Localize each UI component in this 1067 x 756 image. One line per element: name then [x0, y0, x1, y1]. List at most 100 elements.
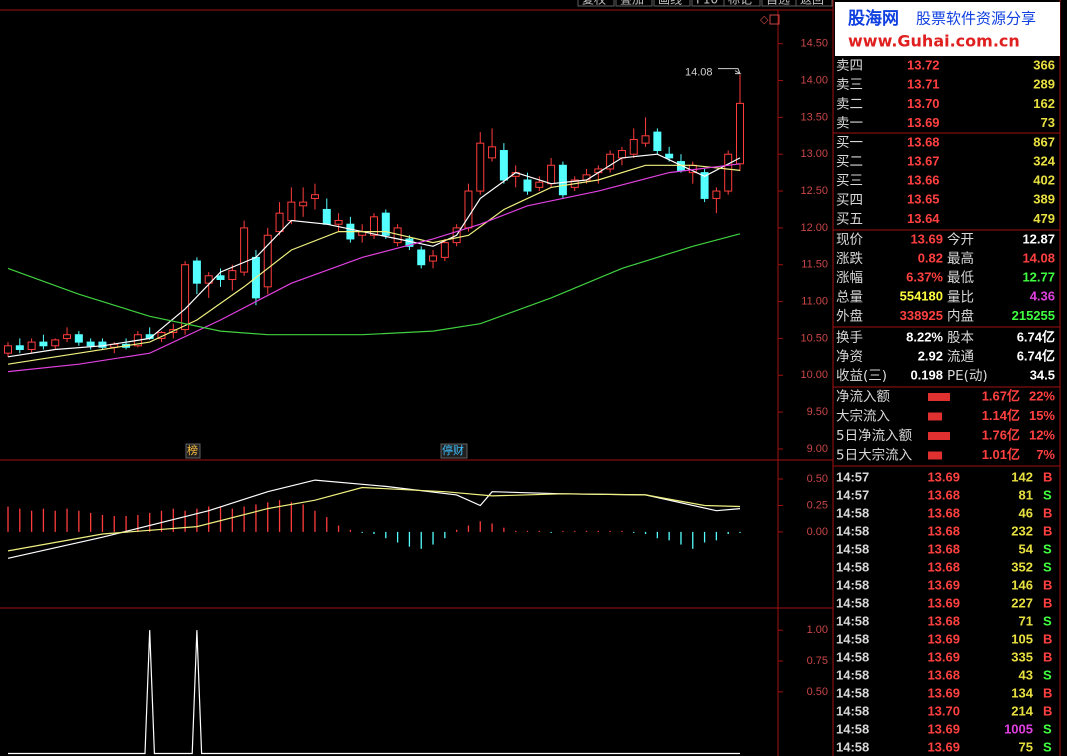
candle-body — [724, 153, 733, 192]
toolbar-button[interactable] — [615, 0, 653, 7]
candle-body — [582, 174, 591, 181]
trade-price: 13.68 — [927, 523, 960, 538]
y-tick-label: 14.50 — [800, 38, 828, 50]
book-label: 卖二 — [836, 96, 863, 112]
candle-body — [299, 201, 308, 207]
toolbar-label[interactable]: 返回 — [800, 0, 824, 7]
quote-value: 12.87 — [1022, 231, 1055, 246]
trade-volume: 214 — [1011, 703, 1033, 718]
event-marker[interactable] — [440, 443, 468, 459]
candle-body — [617, 150, 626, 159]
candle-body — [736, 102, 744, 165]
trade-side: S — [1043, 541, 1052, 556]
icon[interactable]: ◇ — [760, 13, 769, 26]
icon[interactable] — [769, 14, 780, 25]
candle-body — [488, 146, 497, 159]
book-price: 13.64 — [907, 211, 940, 226]
toolbar-button[interactable] — [691, 0, 729, 7]
toolbar-button[interactable] — [761, 0, 799, 7]
candle-body — [204, 275, 213, 284]
trade-price: 13.69 — [927, 631, 960, 646]
y-tick-label: 13.50 — [800, 111, 828, 123]
trade-volume: 227 — [1011, 595, 1033, 610]
trade-price: 13.68 — [927, 667, 960, 682]
candle-body — [334, 220, 343, 225]
y-tick-label: 0.00 — [807, 526, 828, 538]
toolbar-button[interactable] — [577, 0, 615, 7]
quote-label: 今开 — [947, 232, 974, 248]
trade-side: B — [1043, 703, 1052, 718]
quote-label: 净资 — [836, 349, 863, 365]
candle-body — [417, 249, 426, 266]
logo-url: www.Guhai.com.cn — [848, 32, 1020, 51]
trade-volume: 1005 — [1004, 721, 1033, 736]
trade-price: 13.68 — [927, 541, 960, 556]
book-label: 买四 — [836, 192, 863, 208]
toolbar-button[interactable] — [795, 0, 833, 7]
y-tick-label: 12.50 — [800, 185, 828, 197]
trade-time: 14:58 — [836, 595, 869, 610]
flow-pct: 12% — [1029, 427, 1055, 442]
candle-body — [653, 131, 662, 152]
flow-bar — [928, 393, 950, 401]
trade-price: 13.68 — [927, 487, 960, 502]
candle-body — [429, 255, 438, 262]
trade-time: 14:58 — [836, 577, 869, 592]
book-price: 13.67 — [907, 154, 940, 169]
toolbar-label[interactable]: F10 — [696, 0, 718, 7]
candle-body — [606, 153, 615, 170]
quote-label: 涨幅 — [836, 270, 863, 286]
book-label: 卖一 — [836, 116, 863, 132]
candle-body — [228, 270, 237, 280]
quote-label: 换手 — [836, 330, 863, 346]
toolbar-label[interactable]: 画线 — [658, 0, 682, 7]
indicator-line — [8, 630, 740, 755]
candle-body — [287, 201, 296, 222]
trade-volume: 105 — [1011, 631, 1033, 646]
trade-price: 13.68 — [927, 613, 960, 628]
toolbar-label[interactable]: 标记 — [728, 0, 752, 7]
quote-value: 6.37% — [906, 270, 943, 285]
quote-value: 13.69 — [910, 231, 943, 246]
trade-side: S — [1043, 487, 1052, 502]
trade-price: 13.69 — [927, 469, 960, 484]
candle-body — [275, 212, 284, 233]
trade-side: S — [1043, 667, 1052, 682]
candle-body — [240, 227, 249, 273]
event-marker-label[interactable]: 榜 — [187, 443, 198, 457]
candle-body — [547, 164, 556, 185]
logo-box — [835, 2, 1060, 56]
trade-side: B — [1043, 595, 1052, 610]
trade-side: B — [1043, 469, 1052, 484]
book-label: 买五 — [836, 211, 863, 227]
candle-body — [381, 212, 390, 236]
trade-side: B — [1043, 685, 1052, 700]
toolbar-label[interactable]: 复权 — [582, 0, 606, 7]
indicator-line — [7, 486, 741, 552]
trade-time: 14:58 — [836, 523, 869, 538]
trade-time: 14:57 — [836, 487, 869, 502]
trade-side: B — [1043, 523, 1052, 538]
trade-time: 14:58 — [836, 649, 869, 664]
trade-time: 14:58 — [836, 541, 869, 556]
toolbar-button[interactable] — [723, 0, 761, 7]
candle-body — [535, 181, 544, 188]
book-price: 13.65 — [907, 192, 940, 207]
flow-amount: 1.01亿 — [982, 447, 1020, 462]
toolbar-label[interactable]: 自选 — [766, 0, 790, 7]
toolbar-button[interactable] — [653, 0, 691, 7]
trade-time: 14:58 — [836, 721, 869, 736]
trade-volume: 142 — [1011, 469, 1033, 484]
candle-body — [27, 341, 36, 350]
quote-value: 6.74亿 — [1017, 349, 1055, 364]
quote-value: 2.92 — [918, 349, 943, 364]
candle-body — [523, 179, 532, 192]
event-marker[interactable] — [185, 443, 201, 459]
trade-price: 13.68 — [927, 559, 960, 574]
event-marker-label[interactable]: 停财 — [442, 443, 464, 457]
trade-volume: 352 — [1011, 559, 1033, 574]
trade-time: 14:58 — [836, 685, 869, 700]
quote-value: 554180 — [900, 289, 943, 304]
toolbar-label[interactable]: 叠加 — [620, 0, 644, 7]
